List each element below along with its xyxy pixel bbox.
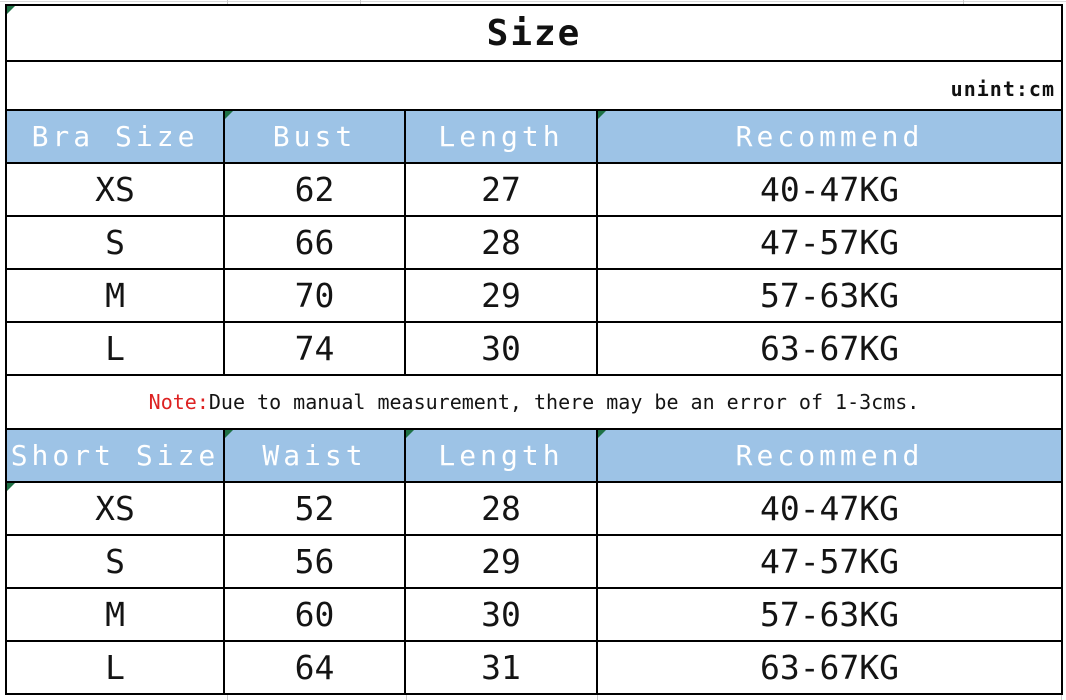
table-cell: 60	[223, 589, 404, 640]
table-cell: 30	[404, 589, 596, 640]
table-cell: 74	[223, 323, 404, 374]
table-cell: 28	[404, 217, 596, 268]
column-header: Length	[404, 111, 596, 162]
chart-outer-box: Size unint:cm Bra Size Bust Length Recom…	[5, 4, 1063, 695]
column-header: Waist	[223, 430, 404, 481]
column-header: Recommend	[596, 111, 1061, 162]
table-cell: 52	[223, 483, 404, 534]
table-cell: 63-67KG	[596, 642, 1061, 693]
column-header-label: Bust	[272, 120, 357, 153]
table-cell: 27	[404, 164, 596, 215]
table-cell: 29	[404, 270, 596, 321]
gridline-artifact	[227, 695, 228, 700]
gridline-artifact	[360, 0, 361, 4]
table-cell: 47-57KG	[596, 536, 1061, 587]
table-cell: 47-57KG	[596, 217, 1061, 268]
column-header: Bust	[223, 111, 404, 162]
table-cell-value: XS	[95, 489, 135, 528]
column-header-label: Waist	[262, 439, 367, 472]
column-header: Short Size	[7, 430, 223, 481]
bra-header-row: Bra Size Bust Length Recommend	[7, 109, 1061, 162]
chart-title: Size	[486, 12, 582, 54]
excel-green-triangle-icon	[7, 483, 15, 491]
table-row: S 66 28 47-57KG	[7, 215, 1061, 268]
unit-label: unint:cm	[950, 77, 1055, 101]
table-cell: M	[105, 276, 125, 315]
column-header: Bra Size	[7, 111, 223, 162]
table-cell: 57-63KG	[596, 270, 1061, 321]
chart-title-row: Size	[7, 6, 1061, 62]
table-row: XS 62 27 40-47KG	[7, 162, 1061, 215]
excel-green-triangle-icon	[598, 430, 606, 438]
short-size-table: Short Size Waist Length Recommend XS 52 …	[7, 428, 1061, 693]
table-cell: L	[105, 329, 125, 368]
table-cell: 40-47KG	[596, 483, 1061, 534]
column-header-label: Short Size	[10, 439, 220, 472]
table-cell: S	[105, 223, 125, 262]
table-cell: 40-47KG	[596, 164, 1061, 215]
table-cell: 30	[404, 323, 596, 374]
table-cell: XS	[95, 170, 135, 209]
gridline-artifact	[227, 0, 228, 4]
table-cell: M	[105, 595, 125, 634]
table-cell: 31	[404, 642, 596, 693]
measurement-note: Note: Due to manual measurement, there ma…	[7, 374, 1061, 428]
table-cell: 56	[223, 536, 404, 587]
excel-green-triangle-icon	[225, 111, 233, 119]
gridline-artifact	[1061, 695, 1062, 700]
column-header-label: Length	[438, 120, 564, 153]
table-cell: XS	[7, 483, 223, 534]
gridline-artifact	[963, 0, 964, 4]
bra-size-table: Bra Size Bust Length Recommend XS 62 27 …	[7, 109, 1061, 374]
column-header-label: Recommend	[735, 120, 924, 153]
table-cell: 64	[223, 642, 404, 693]
column-header-label: Length	[438, 439, 564, 472]
unit-row: unint:cm	[7, 62, 1061, 109]
table-cell: 29	[404, 536, 596, 587]
table-row: XS 52 28 40-47KG	[7, 481, 1061, 534]
gridline-artifact	[0, 1, 1066, 2]
table-cell: 62	[223, 164, 404, 215]
table-row: L 74 30 63-67KG	[7, 321, 1061, 374]
column-header: Recommend	[596, 430, 1061, 481]
table-cell: 28	[404, 483, 596, 534]
column-header-label: Recommend	[735, 439, 924, 472]
note-body: Due to manual measurement, there may be …	[208, 390, 920, 414]
table-row: M 60 30 57-63KG	[7, 587, 1061, 640]
note-prefix: Note:	[148, 390, 209, 414]
table-cell: 70	[223, 270, 404, 321]
table-cell: 63-67KG	[596, 323, 1061, 374]
table-cell: L	[105, 648, 125, 687]
column-header-label: Bra Size	[31, 120, 199, 153]
table-cell: 57-63KG	[596, 589, 1061, 640]
gridline-artifact	[406, 695, 407, 700]
table-cell: S	[105, 542, 125, 581]
column-header: Length	[404, 430, 596, 481]
table-row: M 70 29 57-63KG	[7, 268, 1061, 321]
gridline-artifact	[597, 695, 598, 700]
table-row: S 56 29 47-57KG	[7, 534, 1061, 587]
excel-green-triangle-icon	[598, 111, 606, 119]
short-header-row: Short Size Waist Length Recommend	[7, 428, 1061, 481]
excel-green-triangle-icon	[225, 430, 233, 438]
table-cell: 66	[223, 217, 404, 268]
excel-green-triangle-icon	[7, 6, 15, 14]
excel-green-triangle-icon	[406, 430, 414, 438]
table-row: L 64 31 63-67KG	[7, 640, 1061, 693]
